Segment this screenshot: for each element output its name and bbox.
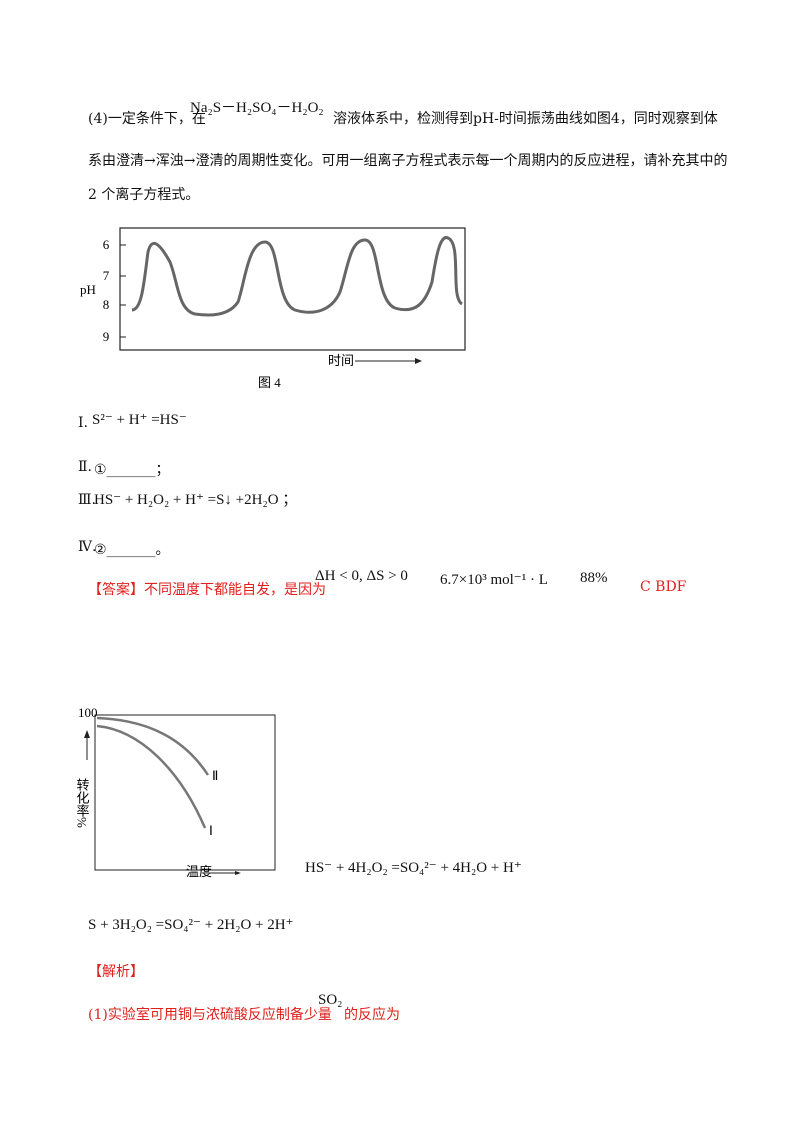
- x-label: 时间: [328, 353, 354, 368]
- text: (4)一定条件下，在: [88, 111, 206, 127]
- curve-ii: [96, 716, 210, 776]
- equation: HS⁻ + 4H₂O₂ =SO₄²⁻ + 4H₂O + H⁺: [305, 860, 522, 876]
- formula: SO₂: [318, 992, 343, 1008]
- y-tick: 6: [103, 237, 110, 252]
- step-eq: ②_______。: [94, 542, 170, 558]
- frame: [94, 714, 276, 871]
- analysis-text: 的反应为: [344, 1007, 400, 1023]
- figure-conversion: 100 转化率% Ⅱ Ⅰ 温度: [75, 705, 276, 879]
- answer-k: 6.7×10³ mol⁻¹ · L: [440, 572, 548, 588]
- frame: [119, 227, 466, 351]
- text: 溶液体系中，检测得到pH-时间振荡曲线如图4，同时观察到体: [333, 111, 718, 127]
- answer-label: 【答案】不同温度下都能自发，是因为: [88, 582, 326, 598]
- formula: Na₂S－H₂SO₄－H₂O₂: [190, 100, 324, 116]
- step-num: Ⅰ.: [78, 415, 88, 431]
- ph-curve: [131, 236, 464, 317]
- curve-label: Ⅱ: [212, 768, 218, 783]
- curve-i: [96, 724, 207, 829]
- step-eq: S²⁻ + H⁺ =HS⁻: [92, 412, 187, 428]
- step-num: Ⅳ.: [78, 539, 97, 555]
- y-tick: 9: [103, 329, 110, 344]
- x-label: 温度: [186, 864, 212, 879]
- analysis-label: 【解析】: [88, 964, 144, 980]
- y-max: 100: [78, 705, 98, 720]
- answer-choices: C BDF: [640, 579, 687, 595]
- text: 2 个离子方程式。: [88, 187, 200, 203]
- curve-label: Ⅰ: [209, 823, 213, 838]
- y-label: pH: [80, 282, 96, 297]
- step-eq: ①_______；: [94, 462, 170, 478]
- arrow-head: [84, 730, 90, 738]
- step-num: Ⅲ.: [78, 492, 96, 508]
- y-label: 转化率%: [75, 778, 90, 828]
- arrow-head: [235, 871, 241, 875]
- equation: S + 3H₂O₂ =SO₄²⁻ + 2H₂O + 2H⁺: [88, 917, 294, 933]
- ticks: [120, 244, 126, 338]
- step-num: Ⅱ.: [78, 459, 92, 475]
- caption: 图 4: [258, 375, 281, 390]
- answer-pct: 88%: [580, 570, 608, 586]
- answer-cond: ΔH < 0, ΔS > 0: [315, 568, 408, 584]
- arrow-head: [415, 358, 422, 364]
- text: 系由澄清→浑浊→澄清的周期性变化。可用一组离子方程式表示每一个周期内的反应进程，…: [88, 153, 728, 169]
- figure-4: 6 7 8 9 pH 时间 图 4: [80, 227, 466, 390]
- y-tick: 7: [103, 268, 110, 283]
- analysis-text: (1)实验室可用铜与浓硫酸反应制备少量: [88, 1007, 332, 1023]
- y-tick: 8: [103, 297, 110, 312]
- step-eq: HS⁻ + H₂O₂ + H⁺ =S↓ +2H₂O ；: [94, 492, 298, 508]
